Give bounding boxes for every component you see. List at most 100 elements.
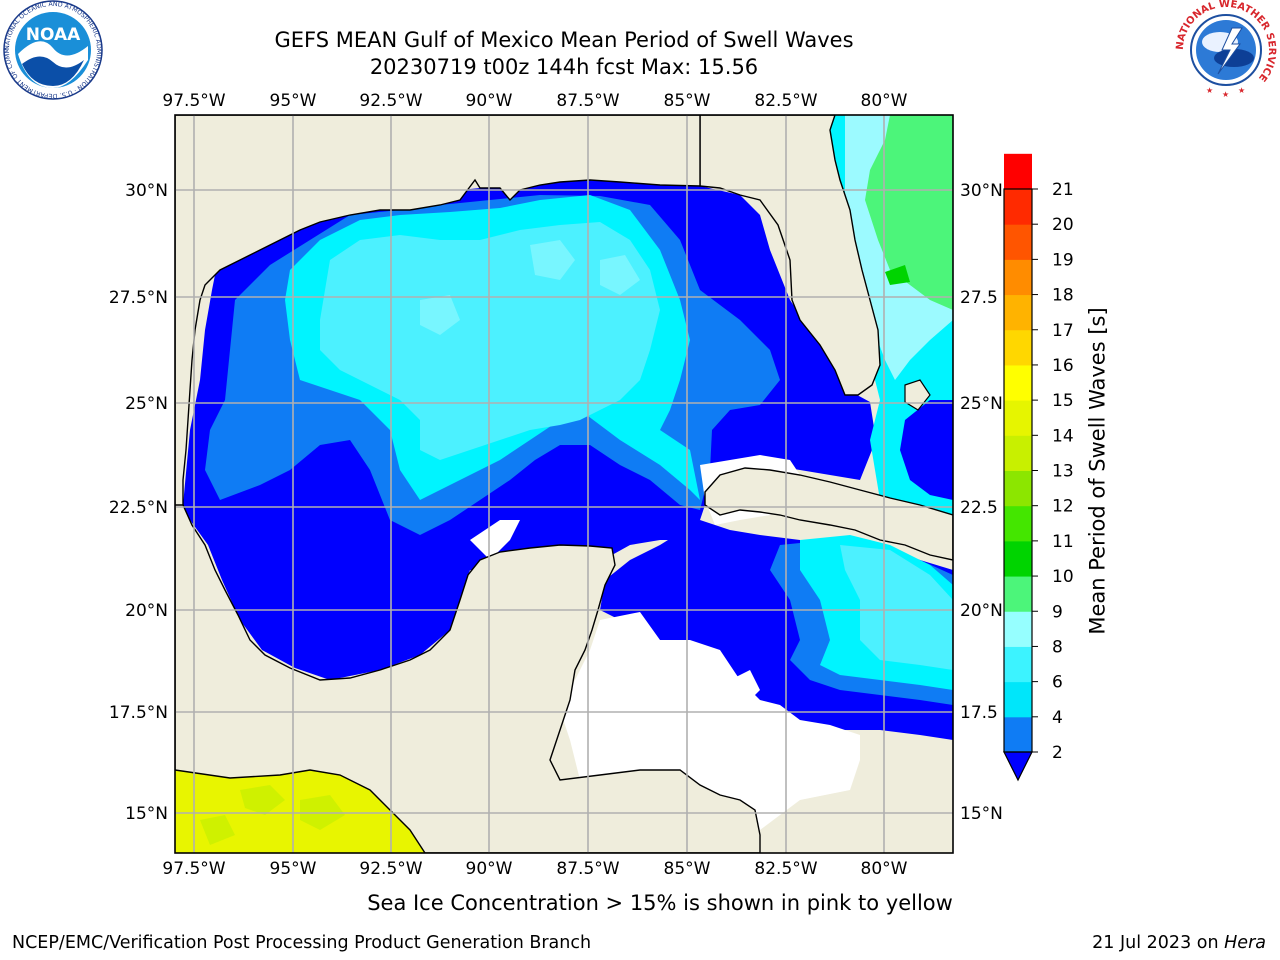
noaa-logo-text: NOAA <box>26 25 81 45</box>
colorbar-tick-label: 4 <box>1052 708 1063 728</box>
lat-tick-label: 20°N <box>960 601 1003 621</box>
colorbar-tick-label: 19 <box>1052 250 1074 270</box>
lon-tick-label: 87.5°W <box>556 859 619 879</box>
colorbar-tick-label: 12 <box>1052 497 1074 517</box>
colorbar-tick-label: 13 <box>1052 462 1074 482</box>
colorbar-tick-label: 11 <box>1052 532 1074 552</box>
colorbar-segment <box>1004 611 1032 647</box>
colorbar-segment <box>1004 505 1032 542</box>
svg-text:★: ★ <box>1238 86 1245 95</box>
lon-tick-label: 80°W <box>861 859 908 879</box>
lon-tick-label: 97.5°W <box>162 91 225 111</box>
caribbean-light-cyan-zone <box>840 545 953 670</box>
caribbean-no-data-area <box>470 455 860 853</box>
colorbar-tick-label: 6 <box>1052 673 1063 693</box>
colorbar-segment <box>1004 470 1032 507</box>
lon-tick-label: 85°W <box>664 859 711 879</box>
colorbar-tick-label: 15 <box>1052 391 1074 411</box>
colorbar-segment <box>1004 681 1032 718</box>
colorbar-extend-arrow <box>1003 751 1033 782</box>
nws-logo: NATIONAL WEATHER SERVICE ★ ★ ★ <box>1172 0 1280 100</box>
chart-subtitle: 20230719 t00z 144h fcst Max: 15.56 <box>369 55 759 79</box>
lon-tick-label: 92.5°W <box>359 859 422 879</box>
colorbar-segment <box>1004 153 1032 190</box>
lon-tick-label: 82.5°W <box>754 91 817 111</box>
svg-text:★: ★ <box>1206 86 1213 95</box>
colorbar-tick-label: 18 <box>1052 286 1074 306</box>
lon-tick-label: 90°W <box>466 859 513 879</box>
colorbar-label: Mean Period of Swell Waves [s] <box>1085 306 1110 635</box>
lat-tick-label: 15°N <box>125 804 168 824</box>
chart-title: GEFS MEAN Gulf of Mexico Mean Period of … <box>274 28 854 52</box>
lat-tick-label: 17.5 <box>960 703 998 723</box>
lon-tick-label: 85°W <box>664 91 711 111</box>
map-panel <box>175 115 953 853</box>
lon-tick-label: 92.5°W <box>359 91 422 111</box>
us-gulf-coast-land <box>175 115 701 511</box>
lat-tick-label: 25°N <box>960 394 1003 414</box>
atlantic-blue-patch <box>900 400 953 500</box>
lat-tick-label: 17.5°N <box>109 703 168 723</box>
lon-tick-label: 95°W <box>270 859 317 879</box>
lon-tick-label: 90°W <box>466 91 513 111</box>
colorbar-tick-label: 20 <box>1052 215 1074 235</box>
cuba-land <box>704 467 953 561</box>
lon-tick-label: 87.5°W <box>556 91 619 111</box>
lat-tick-label: 22.5 <box>960 498 998 518</box>
noaa-logo: NATIONAL OCEANIC AND ATMOSPHERIC ADMINIS… <box>0 0 106 100</box>
gridlines <box>175 115 953 853</box>
lat-tick-label: 15°N <box>960 804 1003 824</box>
colorbar-segment <box>1004 329 1032 366</box>
colorbar-tick-label: 10 <box>1052 567 1074 587</box>
mexico-land <box>175 504 761 853</box>
colorbar-segment <box>1004 400 1032 436</box>
lat-tick-label: 25°N <box>125 394 168 414</box>
colorbar-segment <box>1004 576 1032 612</box>
lon-tick-label: 82.5°W <box>754 859 817 879</box>
lat-tick-label: 30°N <box>125 181 168 201</box>
colorbar-tick-label: 2 <box>1052 743 1063 763</box>
gulf-light-cyan-zone <box>320 222 660 460</box>
footer-date-text: 21 Jul 2023 on <box>1092 933 1219 953</box>
atlantic-bright-green-patch <box>885 265 910 285</box>
lat-tick-label: 27.5°N <box>109 288 168 308</box>
colorbar-tick-label: 9 <box>1052 602 1063 622</box>
lat-labels-left: 30°N 27.5°N 25°N 22.5°N 20°N 17.5°N 15°N <box>109 181 168 824</box>
colorbar-segment <box>1004 540 1032 577</box>
colorbar-segment <box>1004 259 1032 296</box>
colorbar-segment <box>1004 294 1032 331</box>
lat-tick-label: 22.5°N <box>109 498 168 518</box>
lon-labels-bottom: 97.5°W 95°W 92.5°W 90°W 87.5°W 85°W 82.5… <box>162 859 907 879</box>
lon-tick-label: 95°W <box>270 91 317 111</box>
colorbar: 2 4 6 8 9 10 11 12 13 14 15 16 17 18 19 20 21 <box>1003 153 1074 782</box>
colorbar-segment <box>1004 646 1032 683</box>
lon-labels-top: 97.5°W 95°W 92.5°W 90°W 87.5°W 85°W 82.5… <box>162 91 907 111</box>
florida-land <box>699 115 881 396</box>
colorbar-tick-label: 21 <box>1052 180 1074 200</box>
colorbar-segment <box>1004 224 1032 260</box>
colorbar-tick-label: 8 <box>1052 637 1063 657</box>
lat-tick-label: 20°N <box>125 601 168 621</box>
footer-date: 21 Jul 2023 on Hera <box>1092 933 1266 953</box>
pacific-yellow-green-patches <box>200 785 345 845</box>
gulf-pale-cyan-patches <box>420 240 640 335</box>
sea-ice-note: Sea Ice Concentration > 15% is shown in … <box>367 891 953 915</box>
footer-host: Hera <box>1224 933 1266 953</box>
atlantic-green-zone <box>865 115 953 310</box>
lat-tick-label: 27.5 <box>960 288 998 308</box>
footer-credit: NCEP/EMC/Verification Post Processing Pr… <box>12 933 592 953</box>
lon-tick-label: 97.5°W <box>162 859 225 879</box>
svg-text:★: ★ <box>1222 90 1229 99</box>
colorbar-tick-label: 16 <box>1052 356 1074 376</box>
pacific-coastline <box>175 769 426 853</box>
colorbar-tick-label: 17 <box>1052 321 1074 341</box>
map-frame <box>174 114 954 854</box>
colorbar-segment <box>1004 189 1032 225</box>
colorbar-segment <box>1004 435 1032 471</box>
colorbar-segment <box>1004 364 1032 401</box>
lat-tick-label: 30°N <box>960 181 1003 201</box>
colorbar-tick-label: 14 <box>1052 426 1074 446</box>
lon-tick-label: 80°W <box>861 91 908 111</box>
lat-labels-right: 30°N 27.5 25°N 22.5 20°N 17.5 15°N <box>960 181 1003 824</box>
